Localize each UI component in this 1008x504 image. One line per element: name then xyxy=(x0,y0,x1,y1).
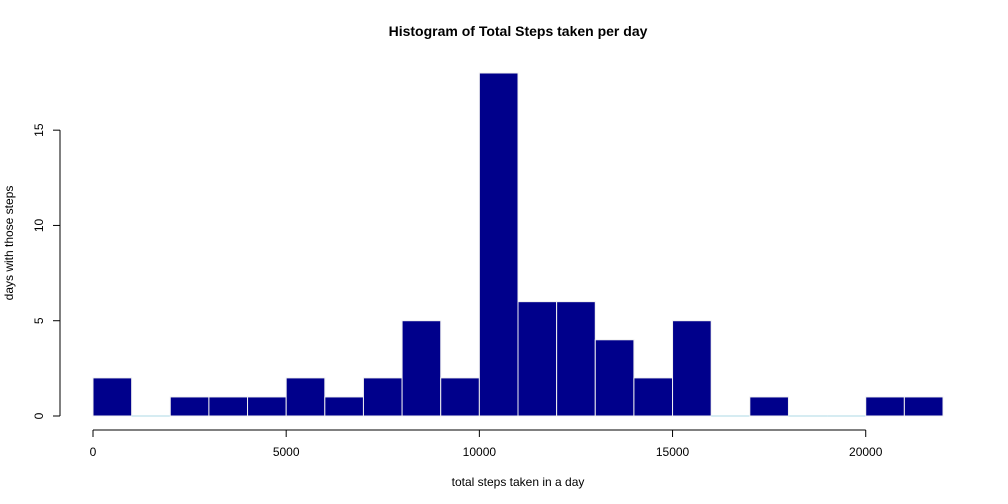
histogram-bar xyxy=(169,396,210,417)
histogram-bar xyxy=(672,320,712,417)
y-tick-label: 0 xyxy=(32,412,46,419)
histogram-bar xyxy=(324,396,364,417)
x-axis-label: total steps taken in a day xyxy=(452,475,585,489)
y-tick-label: 5 xyxy=(32,317,46,324)
histogram-bar xyxy=(208,396,249,417)
x-tick-label: 15000 xyxy=(656,445,690,459)
y-tick-label: 15 xyxy=(32,123,46,137)
x-tick-label: 20000 xyxy=(849,445,883,459)
bars-group xyxy=(92,72,944,417)
histogram-bar xyxy=(517,301,558,417)
histogram-bar xyxy=(594,339,635,417)
x-tick-label: 10000 xyxy=(463,445,497,459)
y-axis-label: days with those steps xyxy=(2,186,16,301)
y-axis: 0 5 10 15 xyxy=(32,123,61,419)
histogram-bar xyxy=(903,396,944,417)
histogram-bar xyxy=(247,396,287,417)
histogram-bar xyxy=(633,377,674,417)
chart-title: Histogram of Total Steps taken per day xyxy=(389,23,648,39)
x-tick-label: 5000 xyxy=(273,445,300,459)
histogram-bar xyxy=(749,396,789,417)
histogram-bar xyxy=(285,377,326,417)
x-tick-label: 0 xyxy=(90,445,97,459)
histogram-bar xyxy=(92,377,133,417)
histogram-bar xyxy=(865,396,905,417)
x-axis: 0 5000 10000 15000 20000 xyxy=(90,429,883,459)
histogram-bar xyxy=(478,72,519,417)
histogram-bar xyxy=(440,377,480,417)
histogram-bar xyxy=(362,377,403,417)
histogram-bar xyxy=(556,301,596,417)
histogram-bar xyxy=(401,320,442,417)
y-tick-label: 10 xyxy=(32,218,46,232)
